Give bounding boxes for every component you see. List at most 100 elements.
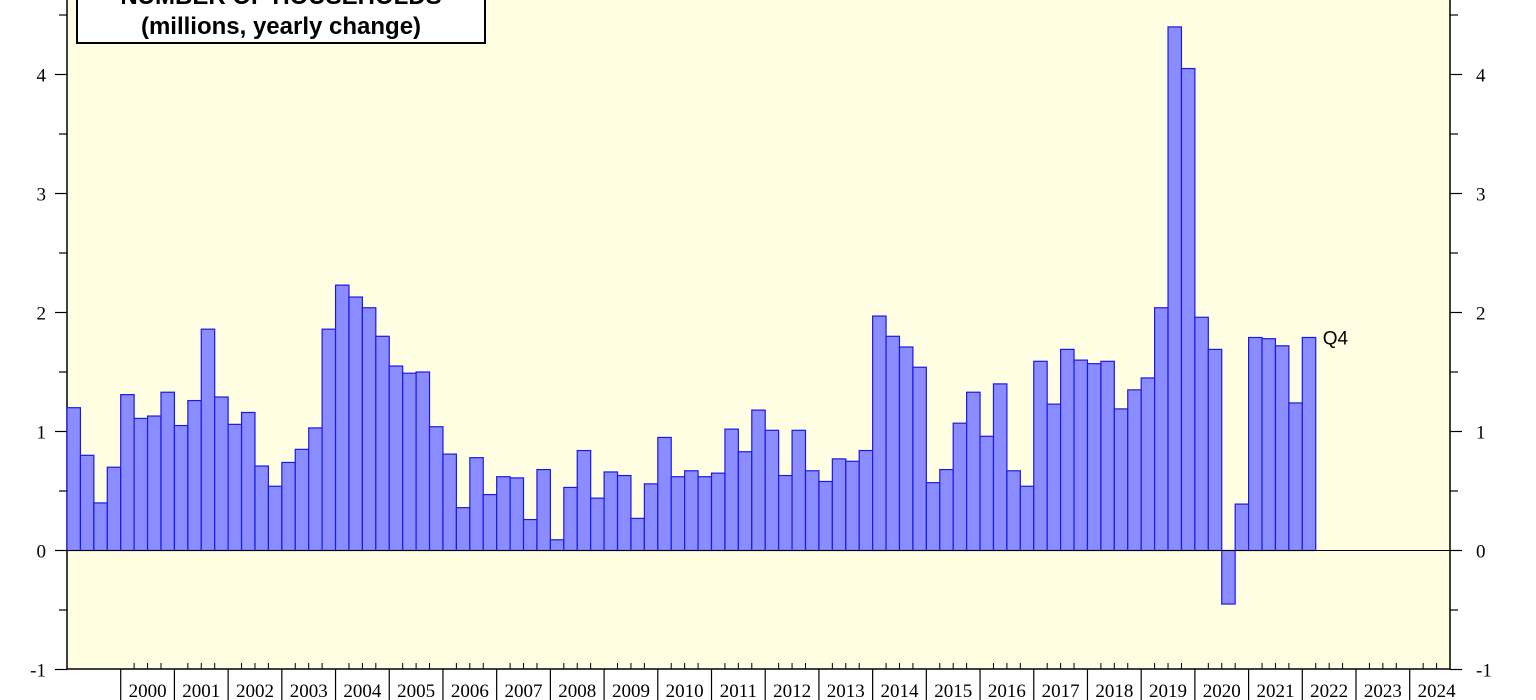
- x-year-label: 2010: [666, 681, 704, 700]
- bar: [737, 451, 753, 552]
- x-year-label: 2000: [129, 681, 167, 700]
- y-tick-label-right: 0: [1476, 542, 1486, 563]
- x-year-label: 2006: [451, 681, 489, 700]
- x-axis: 2000 2001 2002 2003 2004 2005 2006 2007 2008 2009…: [120, 663, 1456, 700]
- bar: [146, 415, 162, 552]
- bar: [1301, 336, 1317, 552]
- bar: [858, 449, 874, 552]
- bar: [563, 486, 578, 552]
- bar: [925, 482, 941, 552]
- y-tick-label-right: -1: [1476, 661, 1492, 682]
- x-year-label: 2017: [1042, 681, 1080, 700]
- bar: [1033, 360, 1048, 552]
- y-tick-label-right: 2: [1476, 304, 1486, 325]
- chart-subtitle: (millions, yearly change): [140, 13, 422, 40]
- bar: [361, 307, 377, 552]
- right-axis: -1 0 1 2 3 4: [1450, 14, 1492, 682]
- x-year-label: 2001: [182, 681, 220, 700]
- bar: [966, 391, 981, 552]
- bar: [710, 472, 726, 552]
- bar: [1140, 377, 1156, 552]
- bar: [1100, 360, 1115, 552]
- bar: [133, 417, 149, 552]
- bar: [214, 396, 229, 552]
- bar: [308, 427, 323, 552]
- bar: [509, 477, 525, 552]
- x-year-label: 2013: [827, 681, 865, 700]
- x-year-label: 2019: [1149, 681, 1187, 700]
- bar: [522, 518, 538, 552]
- bar: [66, 407, 82, 552]
- bar: [804, 470, 820, 552]
- bar: [1207, 348, 1223, 552]
- y-tick-label-left: 4: [37, 66, 47, 87]
- left-axis: -1 0 1 2 3 4: [30, 14, 67, 682]
- bar: [549, 539, 565, 552]
- x-year-label: 2008: [558, 681, 596, 700]
- x-year-label: 2023: [1364, 681, 1402, 700]
- bar: [657, 436, 672, 552]
- y-tick-label-left: 3: [37, 185, 47, 206]
- y-tick-label-left: 0: [37, 542, 47, 563]
- bar: [1019, 485, 1035, 552]
- bar: [469, 457, 484, 552]
- y-tick-label-right: 4: [1476, 66, 1486, 87]
- bar: [281, 461, 296, 552]
- x-year-label: 2015: [934, 681, 972, 700]
- bar: [872, 315, 887, 552]
- bar: [428, 426, 444, 552]
- x-year-label: 2007: [505, 681, 543, 700]
- bar: [898, 346, 914, 552]
- bar: [912, 366, 927, 552]
- x-year-label: 2020: [1203, 681, 1241, 700]
- bar: [1247, 336, 1263, 552]
- bar: [603, 471, 619, 552]
- bar: [348, 296, 363, 552]
- bar: [536, 468, 551, 552]
- bar: [576, 449, 592, 552]
- x-year-label: 2005: [397, 681, 435, 700]
- bar: [93, 502, 108, 552]
- bar: [778, 474, 793, 552]
- bar: [267, 485, 283, 552]
- x-year-label: 2011: [720, 681, 757, 700]
- bar: [254, 465, 270, 552]
- bar: [415, 371, 431, 552]
- bar: [1274, 345, 1290, 552]
- bar: [979, 435, 995, 552]
- bar: [173, 424, 189, 552]
- y-tick-label-right: 3: [1476, 185, 1486, 206]
- bar: [590, 497, 605, 552]
- chart-title: NUMBER OF HOUSEHOLDS: [78, 0, 484, 12]
- x-year-label: 2021: [1256, 681, 1294, 700]
- bar: [1113, 408, 1129, 552]
- bar: [1167, 26, 1183, 552]
- bar: [160, 391, 176, 552]
- bar: [1288, 402, 1303, 552]
- bar: [1006, 470, 1021, 552]
- bar: [992, 383, 1008, 552]
- bar: [106, 466, 122, 552]
- bar: [684, 470, 699, 552]
- x-year-label: 2014: [880, 681, 919, 700]
- bar: [764, 429, 780, 552]
- bar: [643, 483, 659, 552]
- y-tick-label-right: 1: [1476, 423, 1486, 444]
- y-tick-label-left: 1: [37, 423, 47, 444]
- bar: [1234, 503, 1250, 552]
- bar: [402, 372, 417, 552]
- bar: [334, 284, 350, 552]
- y-tick-label-left: -1: [30, 661, 46, 682]
- x-year-label: 2018: [1095, 681, 1133, 700]
- x-year-label: 2004: [343, 681, 382, 700]
- bar: [442, 453, 457, 552]
- x-year-label: 2009: [612, 681, 650, 700]
- bar: [496, 476, 511, 552]
- bar: [818, 480, 833, 552]
- bar: [79, 454, 95, 552]
- x-year-label: 2003: [290, 681, 328, 700]
- bar: [845, 460, 860, 552]
- bar: [1194, 316, 1209, 552]
- bar: [885, 335, 901, 552]
